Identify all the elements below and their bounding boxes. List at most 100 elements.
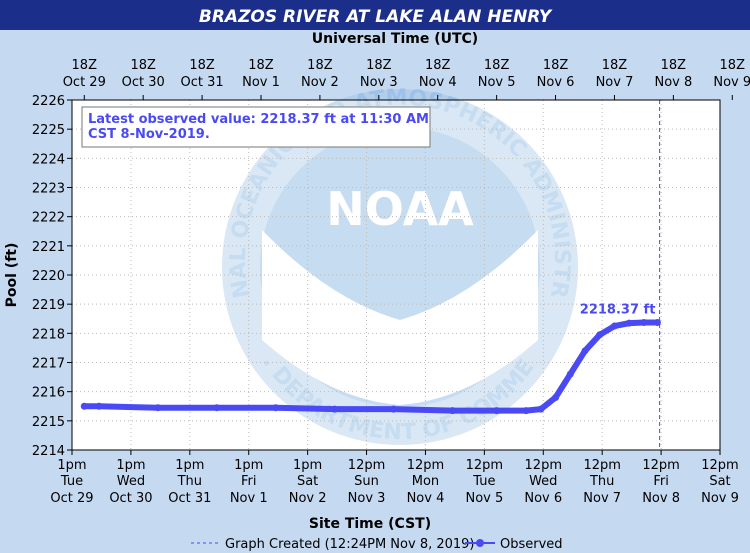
x-tick-date-label: Nov 6: [524, 491, 562, 506]
annotation-box: [81, 106, 431, 148]
top-x-tick-time-label: 18Z: [72, 58, 98, 73]
x-tick-day-label: Sun: [354, 474, 379, 489]
observed-data-point: [625, 319, 633, 327]
top-x-tick-date-label: Oct 31: [181, 75, 224, 90]
legend: Graph Created (12:24PM Nov 8, 2019) Obser…: [191, 537, 563, 552]
x-axis-title: Site Time (CST): [309, 516, 431, 532]
top-x-tick-date-label: Nov 8: [654, 75, 692, 90]
observed-data-point: [331, 405, 339, 413]
x-tick-time-label: 12pm: [642, 458, 679, 473]
annotation-line-2: CST 8-Nov-2019.: [88, 127, 210, 142]
top-x-tick-date-label: Oct 30: [122, 75, 165, 90]
observed-data-point: [552, 394, 560, 401]
top-x-tick-time-label: 18Z: [543, 58, 569, 73]
y-axis-title: Pool (ft): [4, 243, 20, 308]
top-x-tick-time-label: 18Z: [484, 58, 510, 73]
observed-data-point: [154, 404, 162, 412]
y-tick-label: 2223: [32, 182, 65, 197]
x-tick-date-label: Nov 9: [701, 491, 739, 506]
x-tick-date-label: Nov 3: [348, 491, 386, 506]
y-tick-label: 2215: [32, 415, 65, 430]
top-x-tick-time-label: 18Z: [307, 58, 333, 73]
x-tick-date-label: Nov 1: [230, 491, 268, 506]
observed-data-point: [448, 407, 456, 415]
observed-data-point: [522, 407, 530, 415]
x-tick-time-label: 1pm: [116, 458, 145, 473]
x-tick-time-label: 1pm: [293, 458, 322, 473]
legend-graph-created-label: Graph Created (12:24PM Nov 8, 2019): [225, 537, 475, 552]
top-axis-title: Universal Time (UTC): [312, 31, 478, 47]
x-tick-date-label: Nov 8: [642, 491, 680, 506]
x-tick-date-label: Nov 4: [407, 491, 445, 506]
y-tick-label: 2220: [32, 269, 65, 284]
x-tick-time-label: 1pm: [234, 458, 263, 473]
x-tick-day-label: Thu: [177, 474, 202, 489]
top-x-tick-date-label: Oct 29: [63, 75, 106, 90]
top-x-tick-time-label: 18Z: [661, 58, 687, 73]
x-tick-day-label: Fri: [241, 474, 257, 489]
top-x-tick-date-label: Nov 2: [301, 75, 339, 90]
observed-data-point: [581, 347, 589, 355]
y-tick-label: 2216: [32, 386, 65, 401]
y-tick-label: 2217: [32, 357, 65, 372]
x-tick-date-label: Oct 30: [109, 491, 152, 506]
top-x-tick-date-label: Nov 6: [537, 75, 575, 90]
top-x-tick-date-label: Nov 3: [360, 75, 398, 90]
watermark-gull-shape: [262, 230, 538, 405]
top-x-tick-date-label: Nov 9: [713, 75, 750, 90]
y-tick-label: 2225: [32, 123, 65, 138]
x-tick-date-label: Nov 7: [583, 491, 621, 506]
legend-observed-marker: [476, 539, 484, 547]
top-x-tick-time-label: 18Z: [248, 58, 274, 73]
x-tick-time-label: 12pm: [583, 458, 620, 473]
x-tick-time-label: 12pm: [407, 458, 444, 473]
top-x-tick-date-label: Nov 1: [242, 75, 280, 90]
watermark-logo-word: NOAA: [326, 182, 474, 236]
plot-frame: [71, 99, 721, 451]
x-tick-day-label: Fri: [653, 474, 669, 489]
x-tick-day-label: Mon: [412, 474, 439, 489]
y-tick-label: 2222: [32, 211, 65, 226]
y-tick-label: 2218: [32, 327, 65, 342]
x-tick-date-label: Oct 29: [50, 491, 93, 506]
observed-data-point: [537, 405, 545, 413]
top-x-tick-time-label: 18Z: [425, 58, 451, 73]
top-x-tick-time-label: 18Z: [130, 58, 156, 73]
x-tick-time-label: 12pm: [525, 458, 562, 473]
observed-data-point: [596, 331, 604, 339]
latest-value-label: 2218.37 ft: [580, 303, 656, 318]
x-tick-day-label: Sat: [709, 474, 730, 489]
observed-data-point: [272, 404, 280, 412]
y-tick-label: 2226: [32, 94, 65, 109]
x-tick-time-label: 12pm: [701, 458, 738, 473]
title-bar: [0, 0, 750, 30]
x-tick-time-label: 1pm: [175, 458, 204, 473]
observed-data-point: [80, 402, 88, 410]
top-x-tick-date-label: Nov 7: [596, 75, 634, 90]
x-tick-time-label: 1pm: [57, 458, 86, 473]
plot-area-group: NOAANATIONAL OCEANIC AND ATMOSPHERIC ADM…: [0, 0, 750, 506]
observed-data-point: [566, 370, 574, 378]
observed-data-point: [610, 322, 618, 330]
x-tick-time-label: 12pm: [466, 458, 503, 473]
x-tick-time-label: 12pm: [348, 458, 385, 473]
top-x-tick-time-label: 18Z: [720, 58, 746, 73]
top-x-tick-date-label: Nov 4: [419, 75, 457, 90]
legend-observed-label: Observed: [500, 537, 563, 552]
observed-data-point: [653, 319, 661, 327]
y-tick-label: 2214: [32, 444, 65, 459]
y-tick-label: 2221: [32, 240, 65, 255]
top-x-tick-time-label: 18Z: [189, 58, 215, 73]
x-tick-day-label: Tue: [60, 474, 83, 489]
top-x-tick-date-label: Nov 5: [478, 75, 516, 90]
watermark-outer-ring: [222, 89, 578, 445]
x-tick-date-label: Nov 2: [289, 491, 327, 506]
observed-data-point: [213, 404, 221, 412]
x-tick-date-label: Oct 31: [168, 491, 211, 506]
top-x-tick-time-label: 18Z: [366, 58, 392, 73]
x-tick-day-label: Sat: [297, 474, 318, 489]
x-tick-day-label: Tue: [472, 474, 495, 489]
observed-data-point: [95, 402, 103, 410]
